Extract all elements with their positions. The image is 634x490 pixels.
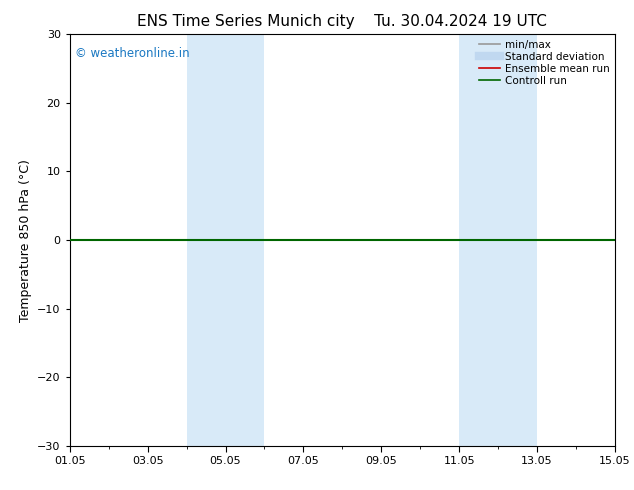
Legend: min/max, Standard deviation, Ensemble mean run, Controll run: min/max, Standard deviation, Ensemble me…: [479, 40, 610, 86]
Title: ENS Time Series Munich city    Tu. 30.04.2024 19 UTC: ENS Time Series Munich city Tu. 30.04.20…: [138, 14, 547, 29]
Bar: [459, 34, 537, 446]
Bar: [186, 34, 264, 446]
Text: © weatheronline.in: © weatheronline.in: [75, 47, 190, 60]
Y-axis label: Temperature 850 hPa (°C): Temperature 850 hPa (°C): [18, 159, 32, 321]
